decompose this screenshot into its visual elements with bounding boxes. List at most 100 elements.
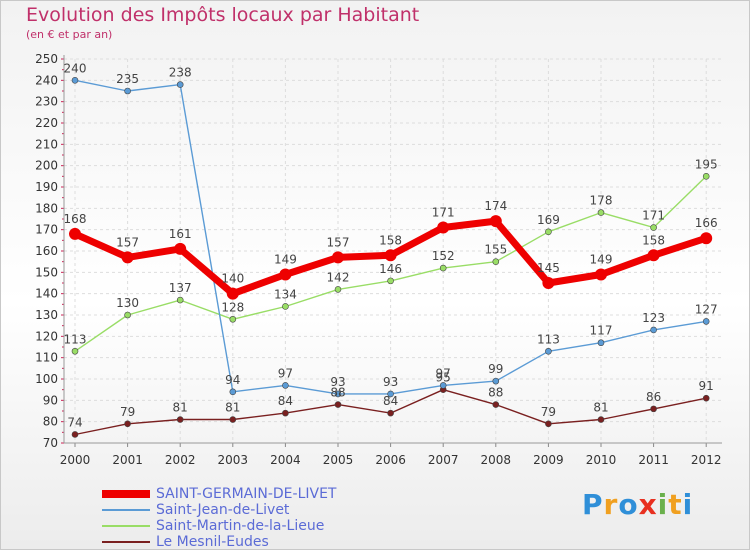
y-tick-label: 210: [35, 137, 58, 151]
data-point: [545, 347, 552, 355]
y-tick-label: 140: [35, 287, 58, 301]
data-label: 97: [278, 366, 293, 380]
x-tick-label: 2007: [428, 453, 459, 467]
data-point: [121, 251, 134, 264]
data-point: [702, 318, 710, 325]
data-point: [597, 416, 605, 423]
data-point: [71, 347, 79, 355]
data-label: 117: [590, 324, 613, 338]
data-label: 79: [541, 405, 556, 419]
y-tick-label: 250: [35, 52, 58, 66]
data-point: [334, 401, 342, 408]
data-point: [492, 401, 500, 408]
proxiti-logo: Proxiti: [582, 488, 693, 521]
data-point: [597, 209, 605, 216]
logo-letter: i: [657, 488, 669, 521]
data-label: 140: [221, 272, 244, 286]
data-point: [282, 303, 289, 310]
data-label: 79: [120, 405, 135, 419]
data-point: [334, 286, 342, 293]
data-label: 134: [274, 287, 297, 301]
data-label: 149: [274, 252, 297, 266]
x-tick-label: 2001: [112, 453, 143, 467]
legend-swatch: [102, 525, 150, 527]
x-tick-label: 2012: [691, 453, 722, 467]
data-label: 158: [642, 233, 665, 247]
data-label: 74: [67, 415, 82, 429]
data-point: [387, 409, 394, 417]
data-label: 174: [484, 199, 507, 213]
data-point: [226, 287, 239, 300]
data-point: [492, 377, 500, 385]
data-label: 91: [699, 379, 714, 393]
data-label: 88: [330, 386, 345, 400]
data-point: [542, 277, 555, 289]
x-tick-label: 2008: [481, 453, 512, 467]
data-point: [545, 228, 552, 236]
data-label: 81: [593, 401, 608, 415]
data-label: 235: [116, 72, 139, 86]
y-tick-label: 90: [43, 393, 58, 407]
data-label: 94: [225, 373, 240, 387]
legend-item-saint-germain-de-livet: SAINT-GERMAIN-DE-LIVET: [102, 486, 336, 502]
chart-title: Evolution des Impôts locaux par Habitant: [26, 4, 420, 26]
data-label: 127: [695, 302, 718, 316]
logo-letter: i: [682, 488, 694, 521]
data-point: [174, 242, 187, 255]
data-point: [229, 416, 237, 423]
legend-item-saint-jean-de-livet: Saint-Jean-de-Livet: [102, 502, 336, 518]
data-label: 161: [169, 227, 192, 241]
x-tick-label: 2009: [533, 453, 564, 467]
data-label: 166: [695, 216, 718, 230]
x-tick-label: 2005: [323, 453, 354, 467]
data-point: [702, 394, 710, 402]
data-label: 88: [488, 386, 503, 400]
data-label: 113: [64, 332, 87, 346]
y-tick-label: 160: [35, 244, 58, 258]
legend-swatch: [102, 509, 150, 511]
x-tick-label: 2010: [586, 453, 617, 467]
data-labels: 74 79 81 81 84 88 84 95 88 79 81 86 91 113 130 137 128 13…: [64, 61, 718, 429]
data-label: 137: [169, 281, 192, 295]
data-point: [700, 232, 713, 245]
data-label: 240: [64, 61, 87, 75]
data-point: [650, 224, 657, 231]
x-tick-labels: 2000 2001 2002 2003 2004 2005 2006 2007 2008 2009…: [60, 453, 722, 467]
y-tick-label: 220: [35, 116, 58, 130]
data-point: [597, 339, 605, 347]
legend-label: SAINT-GERMAIN-DE-LIVET: [156, 486, 337, 502]
y-tick-label: 70: [43, 436, 58, 450]
data-point: [702, 173, 710, 180]
data-label: 128: [221, 300, 244, 314]
data-point: [176, 81, 184, 88]
data-label: 81: [173, 401, 188, 415]
y-tick-label: 240: [35, 73, 58, 87]
legend-item-saint-martin-de-la-lieue: Saint-Martin-de-la-Lieue: [102, 518, 336, 534]
x-tick-label: 2004: [270, 453, 301, 467]
data-label: 155: [484, 243, 507, 257]
legend-label: Le Mesnil-Eudes: [156, 534, 269, 550]
x-tick-label: 2003: [218, 453, 249, 467]
data-label: 152: [432, 249, 455, 263]
data-point: [282, 382, 289, 389]
data-point: [384, 249, 397, 262]
data-label: 157: [116, 235, 139, 249]
logo-letter: P: [582, 488, 604, 521]
data-point: [124, 87, 131, 95]
data-point: [647, 249, 660, 262]
chart-subtitle: (en € et par an): [26, 28, 113, 41]
data-point: [492, 258, 500, 265]
data-label: 171: [642, 209, 665, 223]
legend-label: Saint-Jean-de-Livet: [156, 502, 290, 518]
series-points: [69, 77, 713, 438]
y-tick-label: 110: [35, 351, 58, 365]
data-label: 195: [695, 157, 718, 171]
y-tick-label: 150: [35, 265, 58, 279]
logo-letter: o: [618, 488, 639, 521]
data-label: 81: [225, 401, 240, 415]
data-label: 149: [590, 252, 613, 266]
data-label: 95: [436, 371, 451, 385]
data-point: [124, 420, 131, 428]
data-label: 84: [278, 394, 293, 408]
